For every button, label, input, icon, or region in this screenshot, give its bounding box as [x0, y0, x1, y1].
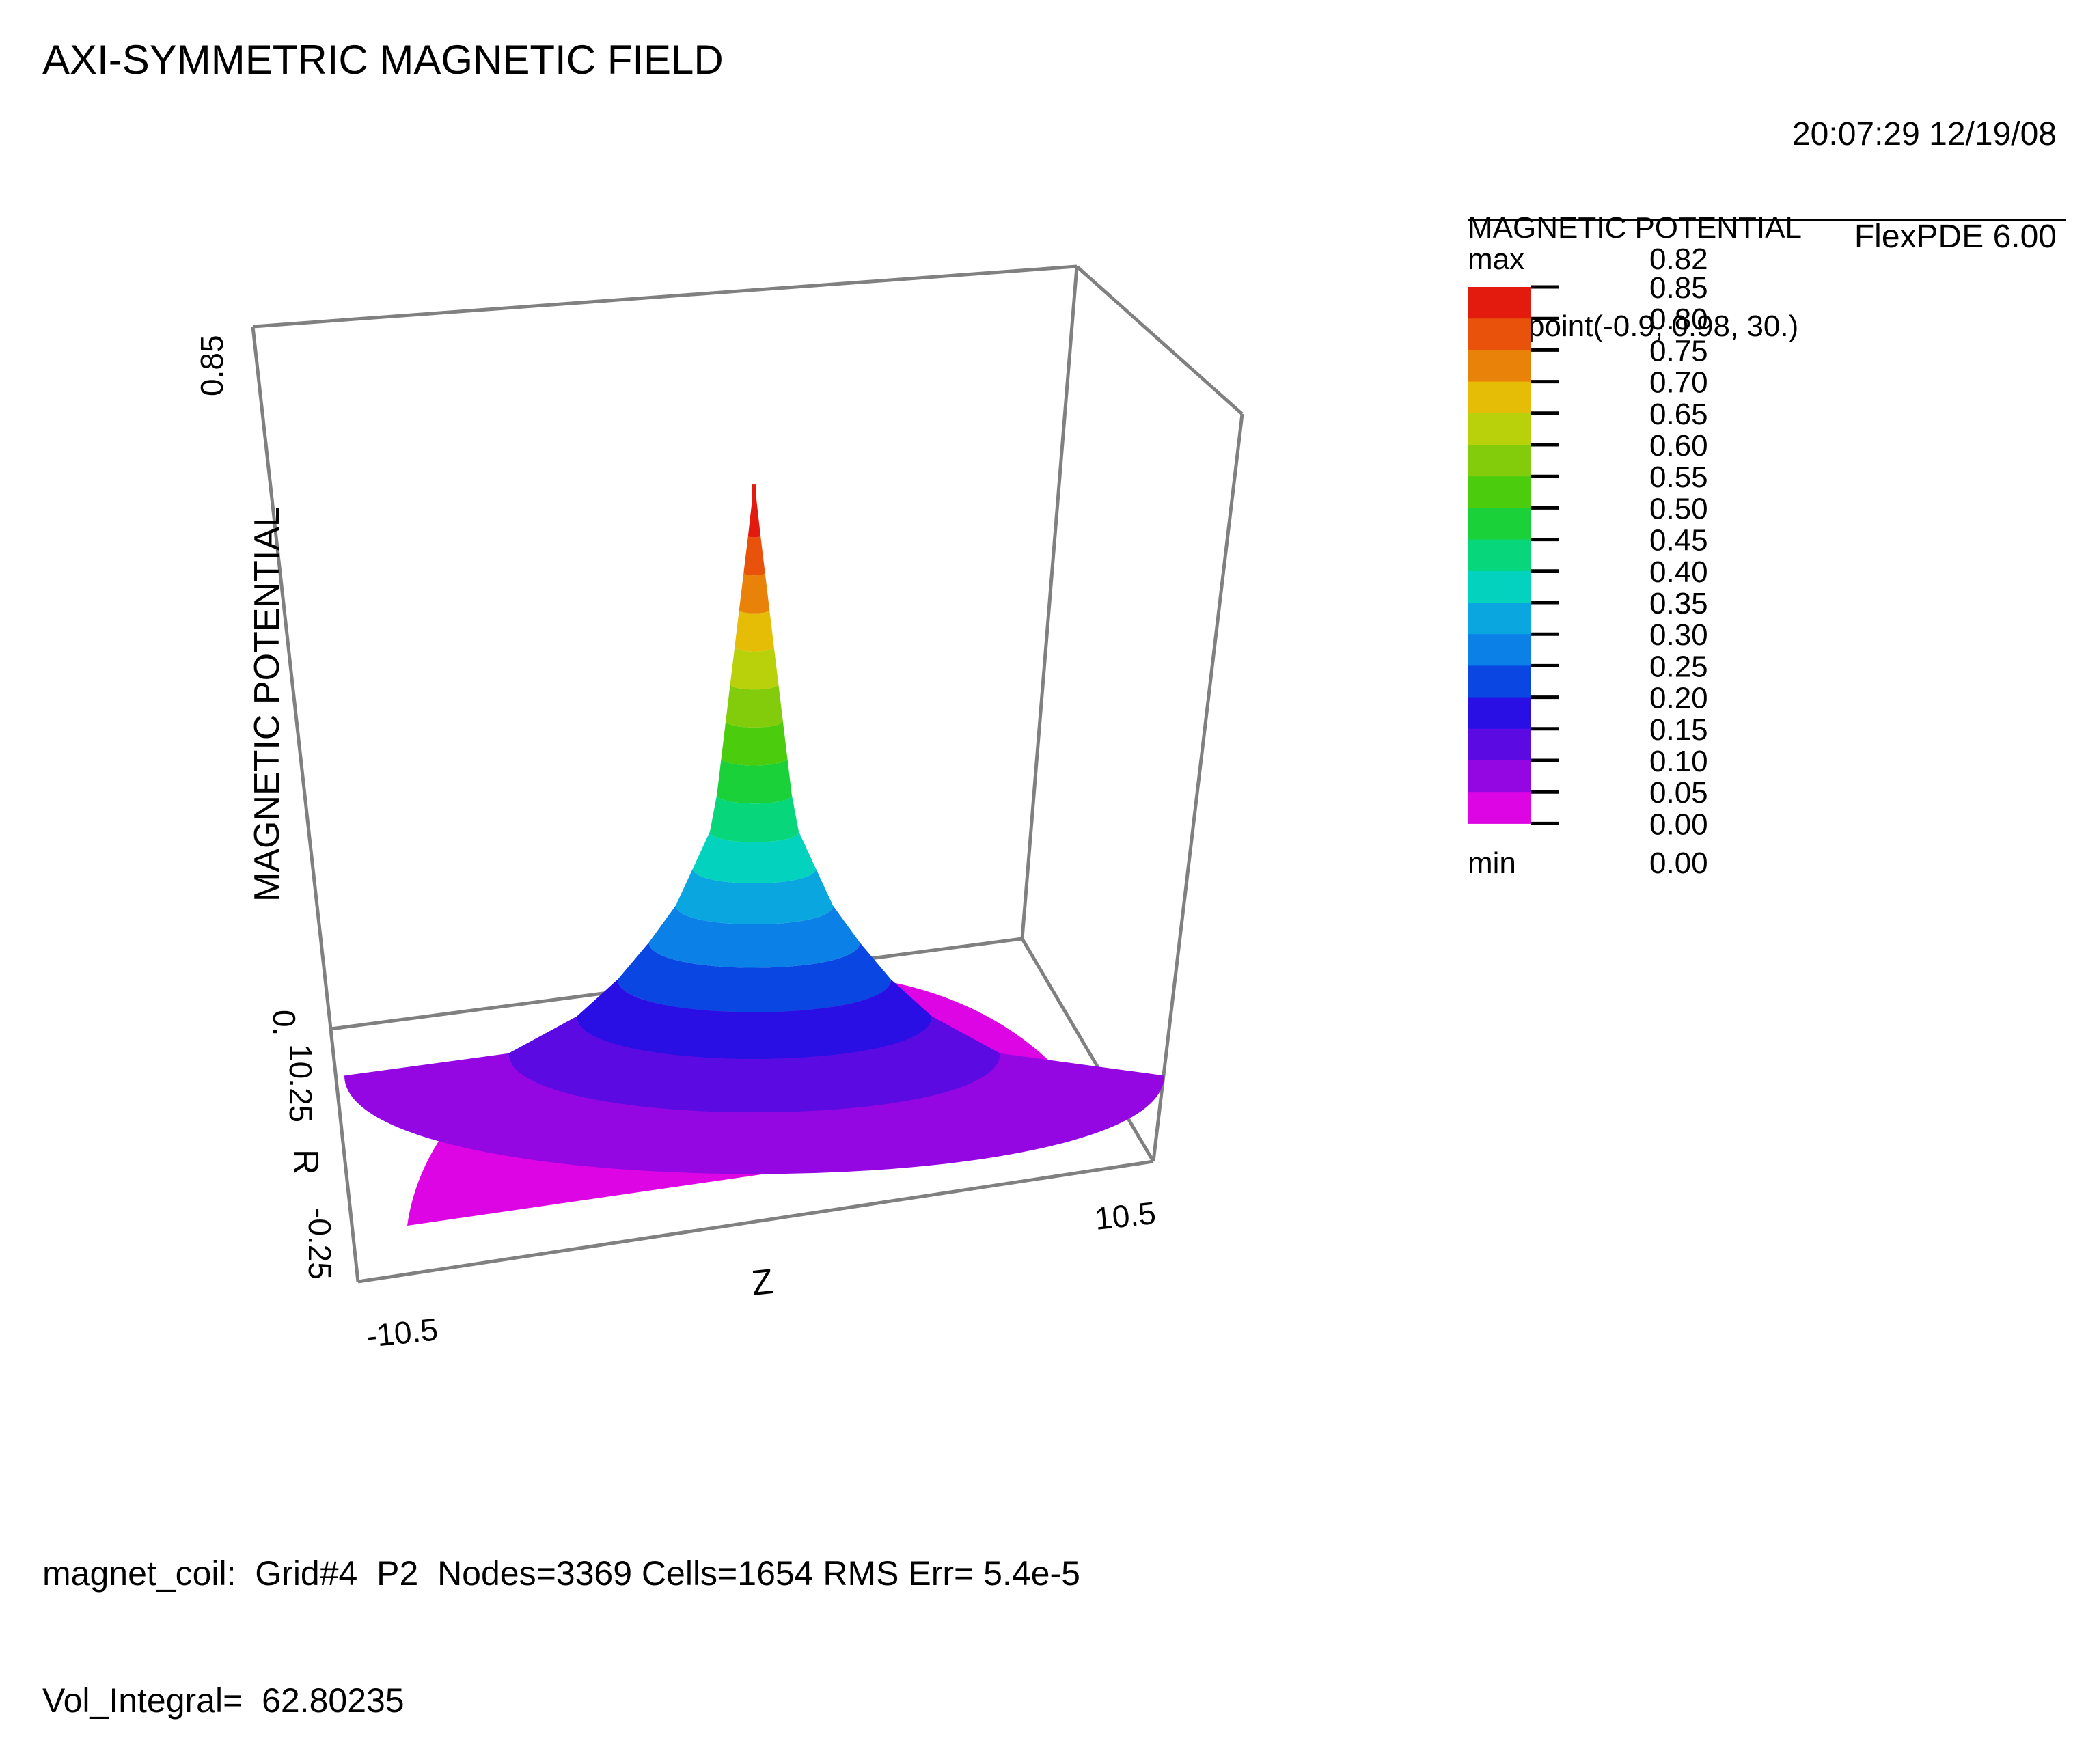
legend-divider: [1468, 219, 2066, 221]
box-back-left-edge: [251, 326, 333, 1030]
legend-level-label: 0.30: [1649, 618, 1708, 652]
legend-swatch: [1468, 350, 1531, 383]
z-axis-tick-max: 0.85: [194, 335, 230, 396]
legend-swatch: [1468, 381, 1531, 414]
z-axis-tick-min: 0.: [266, 1010, 302, 1036]
surface-plot: 0.85 MAGNETIC POTENTIAL 0. 10.25 R -0.25…: [194, 243, 1708, 1354]
legend-swatch: [1468, 603, 1531, 635]
surface-band: [618, 942, 891, 1012]
surface-band: [721, 720, 788, 766]
y-axis-label: R: [286, 1149, 325, 1175]
y-axis-tick-min: -0.25: [302, 1208, 338, 1280]
chart-title: AXI-SYMMETRIC MAGNETIC FIELD: [42, 37, 724, 83]
surface-band: [344, 1053, 1164, 1174]
surface-band: [735, 609, 774, 652]
legend-level-label: 0.05: [1649, 776, 1708, 810]
legend-swatch: [1468, 318, 1531, 350]
box-right-edge: [1151, 413, 1244, 1162]
box-floor-front-edge: [357, 1159, 1154, 1284]
legend-level-label: 0.50: [1649, 492, 1708, 525]
legend-swatch: [1468, 476, 1531, 508]
legend-swatch: [1468, 508, 1531, 540]
legend-swatch: [1468, 570, 1531, 603]
legend-level-label: 0.10: [1649, 745, 1708, 778]
legend-header: MAGNETIC POTENTIAL viewpoint(-0.9, 0.98,…: [1468, 146, 1802, 376]
surface-band: [648, 905, 860, 968]
surface-band: [577, 979, 932, 1060]
legend-level-label: 0.45: [1649, 524, 1708, 557]
legend-level-label: 0.70: [1649, 366, 1708, 400]
surface-band: [747, 499, 761, 538]
surface-band: [710, 795, 799, 842]
box-top-right-edge: [1075, 265, 1244, 415]
surface-band: [730, 646, 779, 690]
box-floor-right-edge: [1020, 937, 1155, 1163]
legend-swatch: [1468, 760, 1531, 793]
footer-line-integral: Vol_Integral= 62.80235: [42, 1681, 404, 1720]
legend-swatch: [1468, 792, 1531, 824]
legend-min-value: 0.00: [1649, 846, 1708, 880]
footer-stats: magnet_coil: Grid#4 P2 Nodes=3369 Cells=…: [42, 1467, 1080, 1764]
legend-level-label: 0.35: [1649, 587, 1708, 620]
plot-box-frame: [251, 264, 1244, 1284]
x-axis-label: Z: [750, 1262, 776, 1304]
legend-level-label: 0.75: [1649, 334, 1708, 368]
surface-peak: [752, 484, 756, 499]
surface-band: [743, 536, 765, 576]
x-axis-tick-max: 10.5: [1093, 1195, 1157, 1237]
surface-band: [739, 573, 770, 614]
legend-swatch: [1468, 539, 1531, 572]
legend-variable-name: MAGNETIC POTENTIAL: [1468, 211, 1802, 245]
legend-level-label: 0.85: [1649, 271, 1708, 305]
software-version: FlexPDE 6.00: [1854, 219, 2057, 255]
legend-level-label: 0.20: [1649, 682, 1708, 715]
legend-max-label: max: [1468, 243, 1524, 276]
legend-level-label: 0.80: [1649, 303, 1708, 336]
legend-swatch: [1468, 728, 1531, 761]
legend-swatch: [1468, 445, 1531, 477]
legend-swatch: [1468, 413, 1531, 445]
box-top-back-edge: [252, 264, 1078, 329]
timestamp-block: 20:07:29 12/19/08 FlexPDE 6.00: [1792, 49, 2057, 288]
box-front-left-edge: [329, 1028, 360, 1282]
y-axis-tick-max: 10.25: [283, 1044, 318, 1122]
z-axis-label: MAGNETIC POTENTIAL: [247, 507, 287, 902]
x-axis-tick-min: -10.5: [365, 1311, 440, 1354]
legend-swatch: [1468, 665, 1531, 698]
legend-level-label: 0.65: [1649, 398, 1708, 431]
legend-level-label: 0.55: [1649, 460, 1708, 494]
surface-bands: [344, 484, 1164, 1174]
surface-band: [693, 831, 816, 883]
surface-band: [726, 683, 783, 728]
box-back-right-edge: [1020, 266, 1079, 939]
timestamp: 20:07:29 12/19/08: [1792, 116, 2057, 152]
legend-min-label: min: [1468, 846, 1516, 880]
legend-level-label: 0.40: [1649, 555, 1708, 589]
surface-band: [676, 868, 833, 925]
surface-band: [508, 1016, 1000, 1113]
legend-swatch: [1468, 287, 1531, 319]
legend-level-label: 0.00: [1649, 808, 1708, 841]
legend-swatch: [1468, 634, 1531, 666]
legend-swatch: [1468, 697, 1531, 730]
legend-level-label: 0.15: [1649, 713, 1708, 747]
footer-line-grid: magnet_coil: Grid#4 P2 Nodes=3369 Cells=…: [42, 1554, 1080, 1593]
color-legend: max 0.82 0.850.800.750.700.650.600.550.5…: [1468, 243, 1708, 880]
legend-level-label: 0.25: [1649, 650, 1708, 683]
legend-level-label: 0.60: [1649, 429, 1708, 463]
legend-max-value: 0.82: [1649, 243, 1708, 276]
surface-band: [717, 757, 792, 804]
